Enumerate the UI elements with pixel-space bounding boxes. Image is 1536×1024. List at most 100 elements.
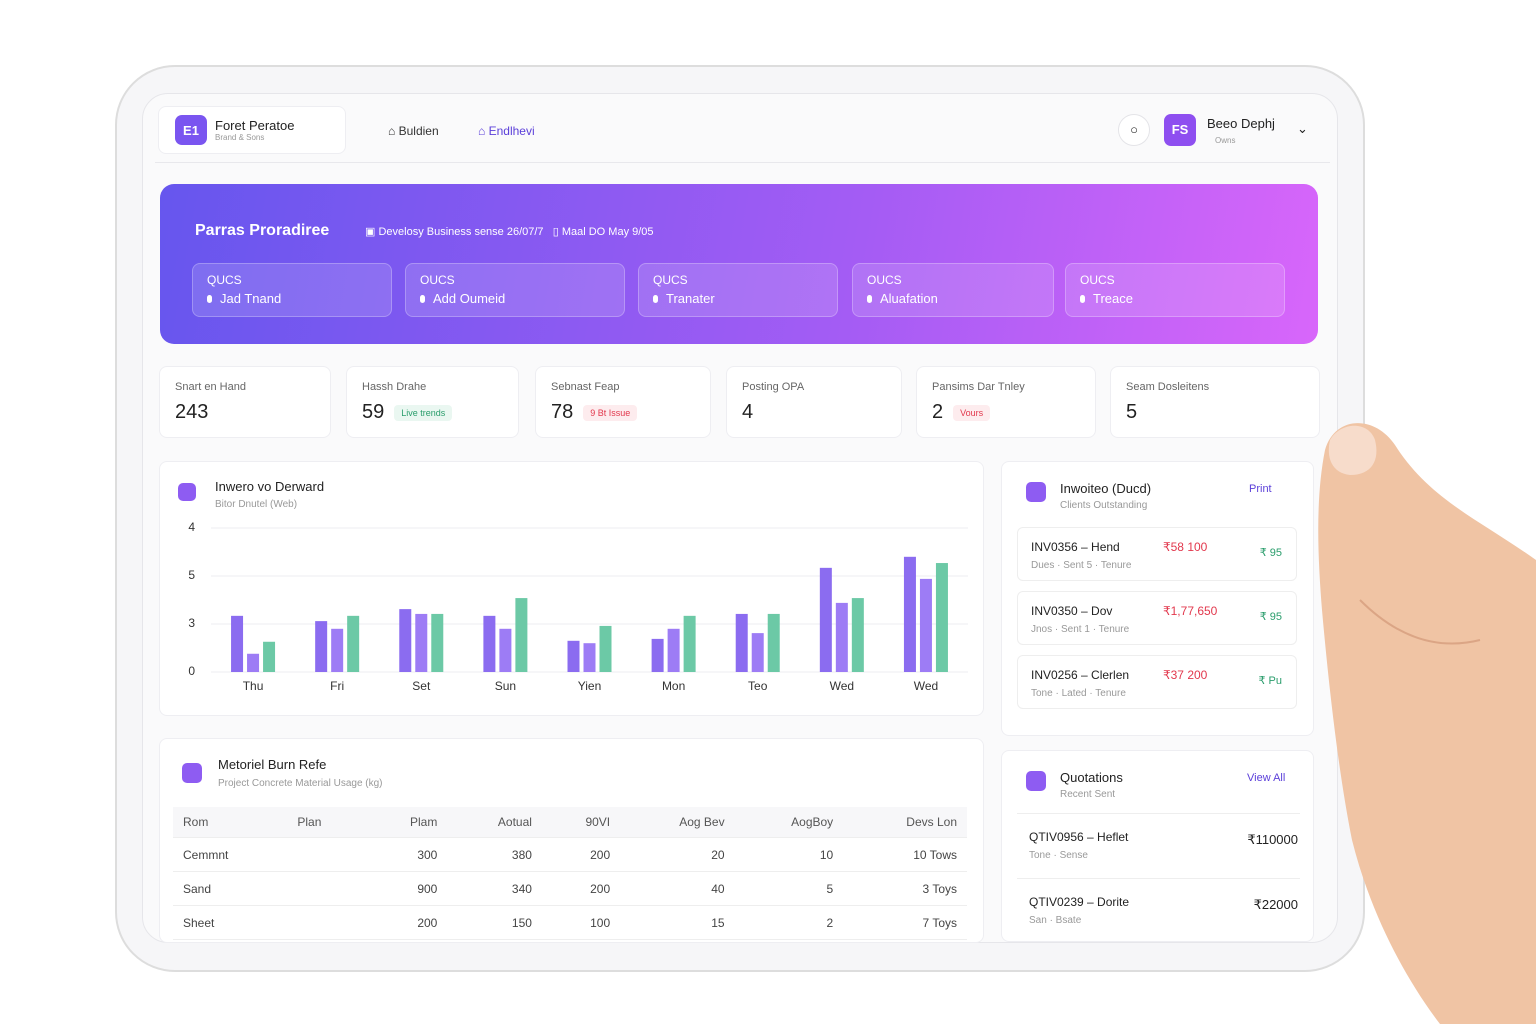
chart: 0 3 5 4 Thu Fri Set Sun Yien Mon Teo Wed Wed xyxy=(188,520,968,693)
bar xyxy=(247,653,260,672)
table-row: Cemmnt 300 380 200 20 10 10 Tows xyxy=(173,837,967,872)
chart-card: Inwero vo Derward Bitor Dnutel (Web) 0 3 5… xyxy=(159,461,984,716)
hand-shape xyxy=(1318,423,1536,1024)
action-label: QUCS xyxy=(207,273,242,287)
stat-label: Posting OPA xyxy=(742,381,805,393)
bar xyxy=(819,567,832,672)
table-cell xyxy=(287,871,365,906)
action-text: Tranater xyxy=(666,291,715,306)
quotation-meta: Tone · Sense xyxy=(1029,850,1088,861)
bar xyxy=(331,628,344,672)
stat-card: Posting OPA 4 xyxy=(726,366,902,438)
user-name[interactable]: Beeo Dephj xyxy=(1207,116,1275,131)
nav-item[interactable]: ⌂ Buldien xyxy=(388,124,439,138)
table-cell: 150 xyxy=(447,905,542,940)
action-text-row: Tranater xyxy=(653,291,823,306)
invoice-row[interactable]: INV0356 – Hend ₹58 100 ₹ 95 Dues · Sent 5 ·… xyxy=(1017,527,1297,581)
nav-item[interactable]: ⌂ Endlhevi xyxy=(478,124,535,138)
x-tick-label: Yien xyxy=(578,679,602,693)
bar xyxy=(431,613,444,672)
stat-label: Snart en Hand xyxy=(175,381,246,393)
invoice-id: INV0356 – Hend xyxy=(1031,540,1120,554)
stat-label: Sebnast Feap xyxy=(551,381,620,393)
quotation-row[interactable]: QTIV0956 – Heflet ₹110000 Tone · Sense xyxy=(1017,813,1300,871)
invoice-row[interactable]: INV0256 – Clerlen ₹37 200 ₹ Pu Tone · Lated… xyxy=(1017,655,1297,709)
column-header: Aog Bev xyxy=(620,807,735,838)
action-text-row: Aluafation xyxy=(867,291,1039,306)
x-tick-label: Wed xyxy=(830,679,854,693)
quick-action[interactable]: QUCS Tranater xyxy=(638,263,838,317)
table-header-row: Rom Plan Plam Aotual 90VI Aog Bev AogBoy Devs L… xyxy=(173,807,967,838)
stat-card: Hassh Drahe 59 Live trends xyxy=(346,366,519,438)
action-label: OUCS xyxy=(1080,273,1115,287)
bar xyxy=(835,602,848,672)
brand[interactable]: E1 Foret Peratoe Brand & Sons xyxy=(158,106,346,154)
action-text-row: Add Oumeid xyxy=(420,291,610,306)
bar xyxy=(499,628,512,672)
x-tick-label: Fri xyxy=(330,679,344,693)
bar xyxy=(851,598,864,672)
table-cell: 2 xyxy=(734,905,844,940)
quick-action[interactable]: OUCS Treace xyxy=(1065,263,1285,317)
action-label: QUCS xyxy=(653,273,688,287)
invoices-link[interactable]: Print xyxy=(1249,483,1272,495)
bar xyxy=(231,615,244,672)
brand-name: Foret Peratoe xyxy=(215,118,295,133)
table-cell: 5 xyxy=(734,871,844,906)
brand-sub: Brand & Sons xyxy=(215,133,265,142)
user-avatar[interactable]: FS xyxy=(1164,114,1196,146)
user-role: Owns xyxy=(1215,136,1236,145)
stat-value-row: 2 Vours xyxy=(932,401,1080,424)
bar xyxy=(683,615,696,672)
bar xyxy=(399,609,412,672)
table-cell: 380 xyxy=(447,837,542,872)
action-dot xyxy=(420,295,425,303)
invoice-amount: ₹1,77,650 xyxy=(1163,604,1218,618)
stat-value: 2 xyxy=(932,401,944,423)
quotation-row[interactable]: QTIV0239 – Dorite ₹22000 San · Bsate xyxy=(1017,878,1300,936)
bar xyxy=(767,613,780,672)
quick-action[interactable]: QUCS Jad Tnand xyxy=(192,263,392,317)
x-tick-label: Teo xyxy=(748,679,768,693)
action-text-row: Jad Tnand xyxy=(207,291,377,306)
stat-card: Seam Dosleitens 5 xyxy=(1110,366,1320,438)
bar xyxy=(347,615,360,672)
notification-button[interactable]: ○ xyxy=(1118,114,1150,146)
stat-card: Sebnast Feap 78 9 Bt Issue xyxy=(535,366,711,438)
quick-action[interactable]: OUCS Aluafation xyxy=(852,263,1054,317)
action-dot xyxy=(653,295,658,303)
quotation-amount: ₹22000 xyxy=(1253,897,1298,912)
x-tick-label: Set xyxy=(412,679,431,693)
table-icon xyxy=(182,763,202,783)
quick-action[interactable]: OUCS Add Oumeid xyxy=(405,263,625,317)
quotations-link[interactable]: View All xyxy=(1247,772,1286,784)
table-cell: 100 xyxy=(541,905,621,940)
nav-label: Buldien xyxy=(398,124,439,138)
table-cell: 200 xyxy=(364,905,448,940)
bar xyxy=(919,578,932,672)
bar xyxy=(599,625,612,672)
chart-title: Inwero vo Derward xyxy=(215,479,325,494)
quotations-icon xyxy=(1026,771,1046,791)
stat-label: Pansims Dar Tnley xyxy=(932,381,1025,393)
stat-badge: 9 Bt Issue xyxy=(583,404,638,421)
table-cell: 7 Toys xyxy=(843,905,967,940)
invoice-row[interactable]: INV0350 – Dov ₹1,77,650 ₹ 95 Jnos · Sent 1 … xyxy=(1017,591,1297,645)
invoice-amount: ₹37 200 xyxy=(1163,668,1208,682)
bar xyxy=(583,643,596,672)
action-dot xyxy=(207,295,212,303)
table-cell: 15 xyxy=(620,905,735,940)
banner-title: Parras Proradiree xyxy=(195,222,330,239)
user-menu-chevron[interactable]: ⌄ xyxy=(1297,121,1308,136)
invoice-status: ₹ Pu xyxy=(1258,675,1282,687)
stat-card: Pansims Dar Tnley 2 Vours xyxy=(916,366,1096,438)
action-text-row: Treace xyxy=(1080,291,1270,306)
bar xyxy=(903,556,916,672)
column-header: 90VI xyxy=(541,807,621,838)
action-text: Treace xyxy=(1093,291,1133,306)
table-cell: 300 xyxy=(364,837,448,872)
table-cell: Sand xyxy=(173,871,288,906)
quotation-amount: ₹110000 xyxy=(1247,832,1298,847)
stat-value: 243 xyxy=(175,401,209,423)
